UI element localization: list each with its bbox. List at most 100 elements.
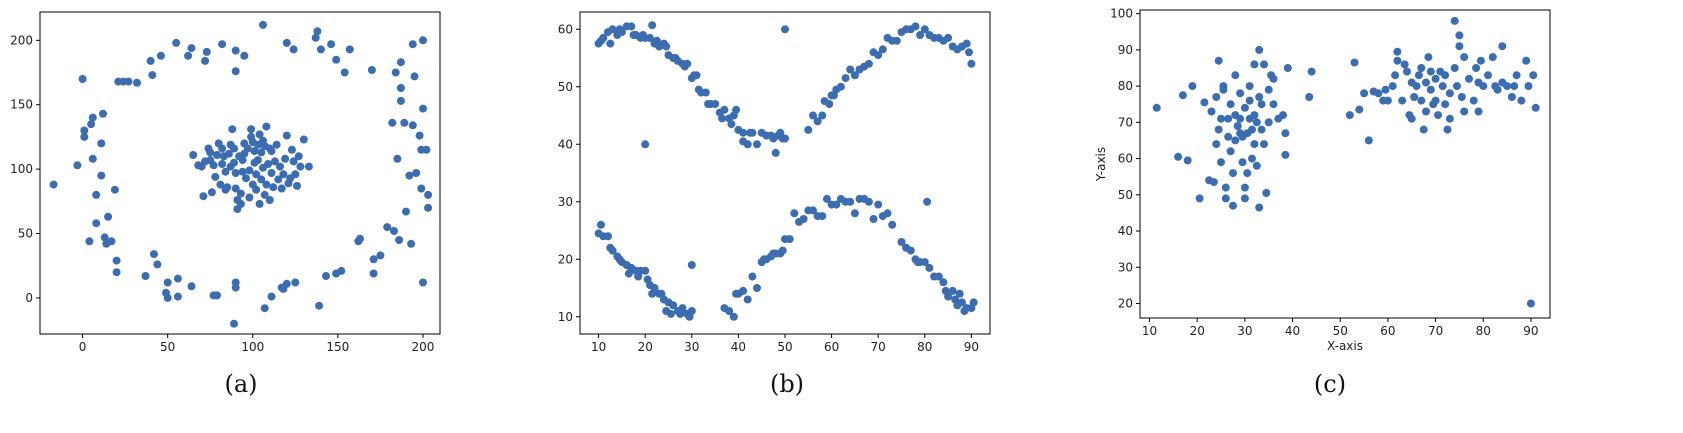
scatter-point — [207, 188, 216, 197]
axes-frame — [39, 11, 441, 335]
scatter-point — [1507, 93, 1516, 101]
x-axis-title: X-axis — [1327, 339, 1363, 353]
scatter-point — [163, 293, 172, 302]
scatter-point — [923, 197, 932, 206]
scatter-point — [1445, 89, 1454, 98]
x-tick-label: 30 — [684, 340, 699, 354]
y-tick-label: 10 — [558, 310, 573, 324]
scatter-point — [396, 58, 405, 67]
y-tick-label: 0 — [25, 291, 33, 305]
scatter-point — [1472, 64, 1481, 72]
scatter-point — [267, 292, 276, 301]
scatter-point — [148, 71, 157, 80]
scatter-point — [218, 40, 227, 49]
scatter-point — [1152, 103, 1161, 112]
scatter-point — [897, 238, 906, 246]
scatter-point — [396, 84, 405, 92]
scatter-point — [141, 272, 150, 280]
scatter-point — [1431, 96, 1440, 105]
scatter-point — [422, 145, 431, 154]
scatter-point — [282, 131, 291, 140]
scatter-point — [245, 193, 254, 202]
scatter-point — [1414, 71, 1423, 80]
scatter-point — [1407, 114, 1416, 123]
scatter-point — [1250, 60, 1259, 69]
scatter-point — [345, 45, 354, 54]
scatter-point — [1374, 89, 1383, 98]
scatter-point — [270, 157, 279, 166]
scatter-point — [888, 220, 897, 229]
y-tick-label: 20 — [558, 252, 573, 266]
scatter-point — [666, 309, 675, 318]
scatter-point — [1455, 31, 1464, 40]
scatter-point — [201, 56, 210, 65]
y-tick-label: 30 — [558, 195, 573, 209]
scatter-point — [1188, 82, 1197, 91]
scatter-point — [257, 148, 266, 157]
scatter-point — [224, 149, 233, 158]
scatter-point — [1455, 42, 1464, 51]
y-tick-label: 70 — [1118, 115, 1133, 129]
scatter-point — [1465, 74, 1473, 83]
scatter-point — [216, 180, 225, 189]
scatter-point — [218, 144, 227, 153]
scatter-point — [282, 38, 291, 47]
scatter-point — [187, 44, 196, 53]
scatter-point — [687, 307, 696, 315]
scatter-point — [1264, 85, 1273, 94]
scatter-point — [939, 278, 948, 287]
y-tick-label: 60 — [1118, 152, 1133, 166]
scatter-point — [257, 175, 266, 184]
scatter-point — [92, 219, 101, 228]
scatter-point — [250, 147, 259, 156]
y-axis-title: Y-axis — [1094, 147, 1108, 182]
x-tick-label: 50 — [1333, 324, 1348, 338]
scatter-point — [1207, 107, 1216, 116]
scatter-point — [790, 209, 799, 218]
scatter-point — [1355, 105, 1364, 114]
scatter-point — [1174, 152, 1183, 161]
scatter-point — [276, 162, 284, 171]
y-tick-label: 150 — [10, 98, 33, 112]
scatter-point — [846, 65, 855, 74]
scatter-point — [648, 21, 657, 30]
scatter-point — [1400, 60, 1409, 69]
scatter-point — [965, 48, 973, 57]
scatter-point — [1200, 98, 1209, 107]
scatter-point — [211, 172, 220, 181]
scatter-point — [1281, 129, 1290, 138]
scatter-point — [732, 105, 741, 114]
scatter-point — [1503, 82, 1512, 91]
scatter-point — [1226, 147, 1235, 156]
scatter-point — [1231, 136, 1240, 145]
scatter-point — [1345, 111, 1354, 120]
scatter-point — [112, 256, 121, 265]
scatter-point — [304, 162, 313, 171]
scatter-point — [1510, 82, 1519, 91]
scatter-point — [1441, 100, 1450, 109]
scatter-point — [1460, 53, 1469, 62]
scatter-point — [1209, 178, 1218, 187]
x-tick-label: 80 — [1476, 324, 1491, 338]
scatter-point — [1252, 161, 1261, 170]
scatter-point — [958, 298, 966, 307]
scatter-point — [80, 126, 89, 135]
scatter-point — [1248, 125, 1256, 134]
scatter-point — [753, 140, 761, 149]
scatter-point — [1255, 203, 1264, 212]
scatter-point — [1183, 156, 1192, 165]
scatter-point — [1262, 189, 1271, 197]
scatter-point — [408, 40, 417, 49]
scatter-point — [627, 22, 636, 31]
scatter-point — [407, 239, 416, 248]
tick-group: 10 20 30 40 50 60 70 80 90 20 30 40 50 60 70 80 90 100 — [1110, 7, 1538, 338]
scatter-point — [1476, 56, 1485, 65]
scatter-point — [291, 278, 300, 287]
x-tick-label: 50 — [777, 340, 792, 354]
scatter-point — [1417, 96, 1426, 105]
scatter-point — [311, 33, 320, 42]
scatter-point — [221, 167, 230, 176]
scatter-point — [599, 33, 608, 42]
scatter-point — [944, 292, 953, 301]
scatter-point — [1257, 100, 1266, 109]
